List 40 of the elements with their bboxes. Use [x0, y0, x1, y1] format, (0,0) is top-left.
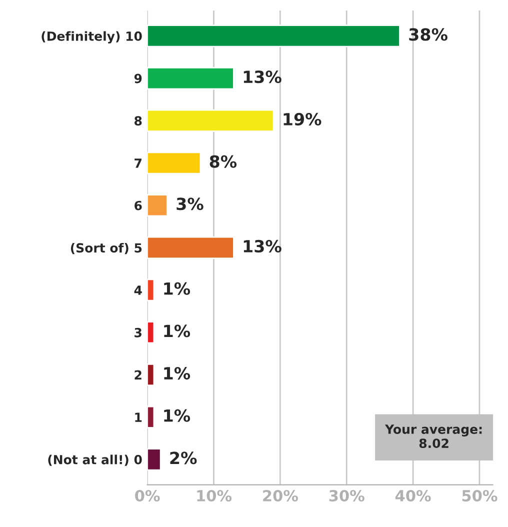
annotation: Your average: 8.02 — [384, 424, 482, 448]
x-tick-label: 20% — [263, 490, 298, 502]
bar — [147, 363, 155, 386]
x-tick-label: 50% — [462, 490, 498, 502]
y-tick-label: (Sort of) 5 — [70, 242, 142, 254]
data-label: 1% — [164, 366, 190, 380]
data-label: 2% — [170, 452, 197, 464]
bar — [147, 236, 234, 259]
y-tick-label: (Not at all!) 0 — [48, 454, 142, 466]
bar — [147, 152, 202, 174]
y-tick-label: 7 — [134, 158, 142, 168]
bar — [147, 321, 155, 344]
y-tick-label: 3 — [134, 328, 142, 338]
data-label: 1% — [164, 282, 190, 295]
bar — [147, 448, 162, 471]
data-label: 19% — [284, 112, 322, 126]
data-label: 13% — [244, 70, 282, 84]
bar — [147, 406, 155, 428]
data-label: 13% — [244, 240, 282, 253]
y-tick-label: (Definitely) 10 — [42, 31, 142, 44]
x-tick-label: 10% — [197, 490, 232, 502]
data-label: 38% — [409, 28, 448, 41]
data-label: 1% — [164, 409, 190, 422]
x-tick-label: 40% — [395, 490, 431, 502]
bar — [147, 67, 234, 90]
y-tick-label: 1 — [135, 412, 142, 422]
y-tick-label: 9 — [134, 74, 142, 84]
y-tick-label: 8 — [134, 116, 142, 126]
x-tick-label: 30% — [329, 490, 364, 502]
y-tick-label: 2 — [134, 370, 142, 380]
x-tick-label: 0% — [135, 490, 160, 502]
data-label: 1% — [164, 324, 190, 338]
bar — [147, 109, 274, 132]
y-tick-label: 6 — [134, 200, 142, 210]
y-tick-label: 4 — [134, 286, 142, 295]
bar — [147, 24, 400, 48]
bar — [147, 278, 155, 302]
data-label: 8% — [210, 155, 237, 168]
data-label: 3% — [176, 198, 204, 210]
bar — [147, 194, 168, 217]
